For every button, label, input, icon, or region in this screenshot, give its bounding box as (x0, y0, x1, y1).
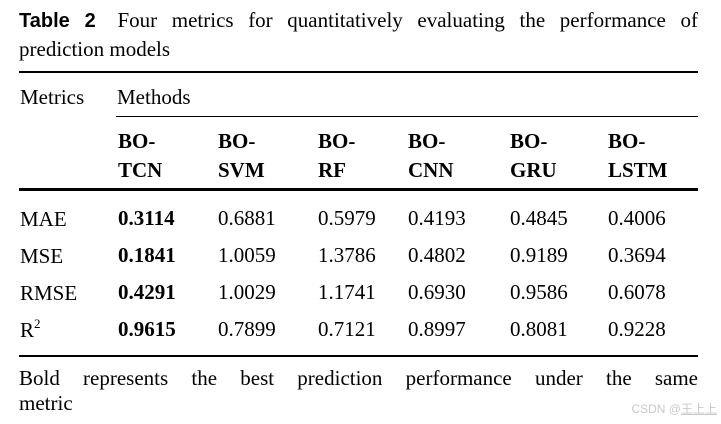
cell-r2-bo-lstm: 0.9228 (608, 317, 666, 341)
column-group-header-methods: Methods (117, 85, 191, 109)
metrics-table-body: MAE 0.3114 0.6881 0.5979 0.4193 0.4845 0… (19, 200, 698, 348)
footnote-line2: metric (19, 391, 73, 415)
cell-r2-bo-rf: 0.7121 (318, 317, 376, 341)
table-caption: Table 2 Four metrics for quantitatively … (19, 6, 698, 63)
csdn-watermark: CSDN @王上上 (631, 400, 717, 417)
cell-mae-bo-lstm: 0.4006 (608, 206, 666, 230)
cell-rmse-bo-svm: 1.0029 (218, 280, 276, 304)
table-caption-text-1: Four metrics for quantitatively evaluati… (117, 8, 699, 32)
watermark-username: 王上上 (680, 402, 717, 416)
watermark-prefix: CSDN @ (631, 402, 681, 416)
column-header-metrics: Metrics (20, 85, 85, 109)
cell-mae-bo-gru: 0.4845 (510, 206, 568, 230)
cell-rmse-bo-tcn: 0.4291 (118, 280, 176, 304)
table-bottom-rule (19, 355, 698, 357)
row-label-mae: MAE (20, 206, 67, 231)
methods-group-rule (116, 116, 698, 117)
cell-mse-bo-gru: 0.9189 (510, 243, 568, 267)
cell-r2-bo-tcn: 0.9615 (118, 317, 176, 341)
cell-r2-bo-cnn: 0.8997 (408, 317, 466, 341)
cell-mae-bo-rf: 0.5979 (318, 206, 376, 230)
table-caption-line1: Table 2 Four metrics for quantitatively … (19, 6, 698, 35)
table-caption-line2: prediction models (19, 37, 171, 61)
method-header-bo-tcn: BO- TCN (118, 129, 163, 182)
table-footnote: Bold represents the best prediction perf… (19, 366, 698, 416)
cell-mse-bo-tcn: 0.1841 (118, 243, 176, 267)
method-header-row: BO- TCN BO- SVM BO- RF BO- CNN BO- GRU B… (118, 127, 698, 185)
method-header-bo-cnn: BO- CNN (408, 129, 454, 182)
method-header-bo-lstm: BO- LSTM (608, 129, 668, 182)
cell-rmse-bo-rf: 1.1741 (318, 280, 376, 304)
cell-mse-bo-cnn: 0.4802 (408, 243, 466, 267)
cell-mse-bo-lstm: 0.3694 (608, 243, 666, 267)
method-header-bo-rf: BO- RF (318, 129, 356, 182)
table-number-label: Table 2 (19, 10, 96, 32)
cell-mae-bo-tcn: 0.3114 (118, 206, 175, 230)
cell-rmse-bo-cnn: 0.6930 (408, 280, 466, 304)
row-label-r2: R2 (20, 315, 41, 342)
footnote-line1: Bold represents the best prediction perf… (19, 366, 698, 390)
method-header-bo-gru: BO- GRU (510, 129, 557, 182)
cell-mae-bo-svm: 0.6881 (218, 206, 276, 230)
cell-mse-bo-svm: 1.0059 (218, 243, 276, 267)
table-top-rule (19, 71, 698, 73)
cell-rmse-bo-lstm: 0.6078 (608, 280, 666, 304)
method-header-bo-svm: BO- SVM (218, 129, 265, 182)
table-header-rule (19, 188, 698, 191)
cell-rmse-bo-gru: 0.9586 (510, 280, 568, 304)
cell-mae-bo-cnn: 0.4193 (408, 206, 466, 230)
cell-r2-bo-svm: 0.7899 (218, 317, 276, 341)
row-label-rmse: RMSE (20, 280, 78, 305)
cell-mse-bo-rf: 1.3786 (318, 243, 376, 267)
cell-r2-bo-gru: 0.8081 (510, 317, 568, 341)
row-label-mse: MSE (20, 243, 64, 268)
